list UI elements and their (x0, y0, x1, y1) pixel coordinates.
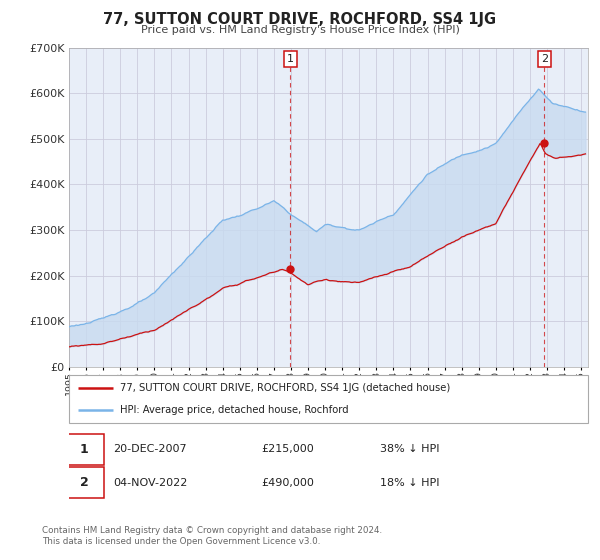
Text: 2: 2 (541, 54, 548, 64)
Text: 77, SUTTON COURT DRIVE, ROCHFORD, SS4 1JG: 77, SUTTON COURT DRIVE, ROCHFORD, SS4 1J… (103, 12, 497, 27)
Text: 1: 1 (287, 54, 294, 64)
Text: £490,000: £490,000 (261, 478, 314, 488)
Text: This data is licensed under the Open Government Licence v3.0.: This data is licensed under the Open Gov… (42, 538, 320, 547)
Text: 18% ↓ HPI: 18% ↓ HPI (380, 478, 440, 488)
Text: Price paid vs. HM Land Registry's House Price Index (HPI): Price paid vs. HM Land Registry's House … (140, 25, 460, 35)
Text: HPI: Average price, detached house, Rochford: HPI: Average price, detached house, Roch… (120, 405, 349, 415)
FancyBboxPatch shape (69, 375, 588, 423)
Text: 20-DEC-2007: 20-DEC-2007 (113, 445, 187, 454)
Text: 2: 2 (80, 476, 88, 489)
Text: Contains HM Land Registry data © Crown copyright and database right 2024.: Contains HM Land Registry data © Crown c… (42, 526, 382, 535)
FancyBboxPatch shape (64, 467, 104, 498)
Text: 1: 1 (80, 443, 88, 456)
Text: 77, SUTTON COURT DRIVE, ROCHFORD, SS4 1JG (detached house): 77, SUTTON COURT DRIVE, ROCHFORD, SS4 1J… (120, 383, 450, 393)
Text: 38% ↓ HPI: 38% ↓ HPI (380, 445, 440, 454)
Text: 04-NOV-2022: 04-NOV-2022 (113, 478, 187, 488)
FancyBboxPatch shape (64, 433, 104, 465)
Text: £215,000: £215,000 (261, 445, 314, 454)
